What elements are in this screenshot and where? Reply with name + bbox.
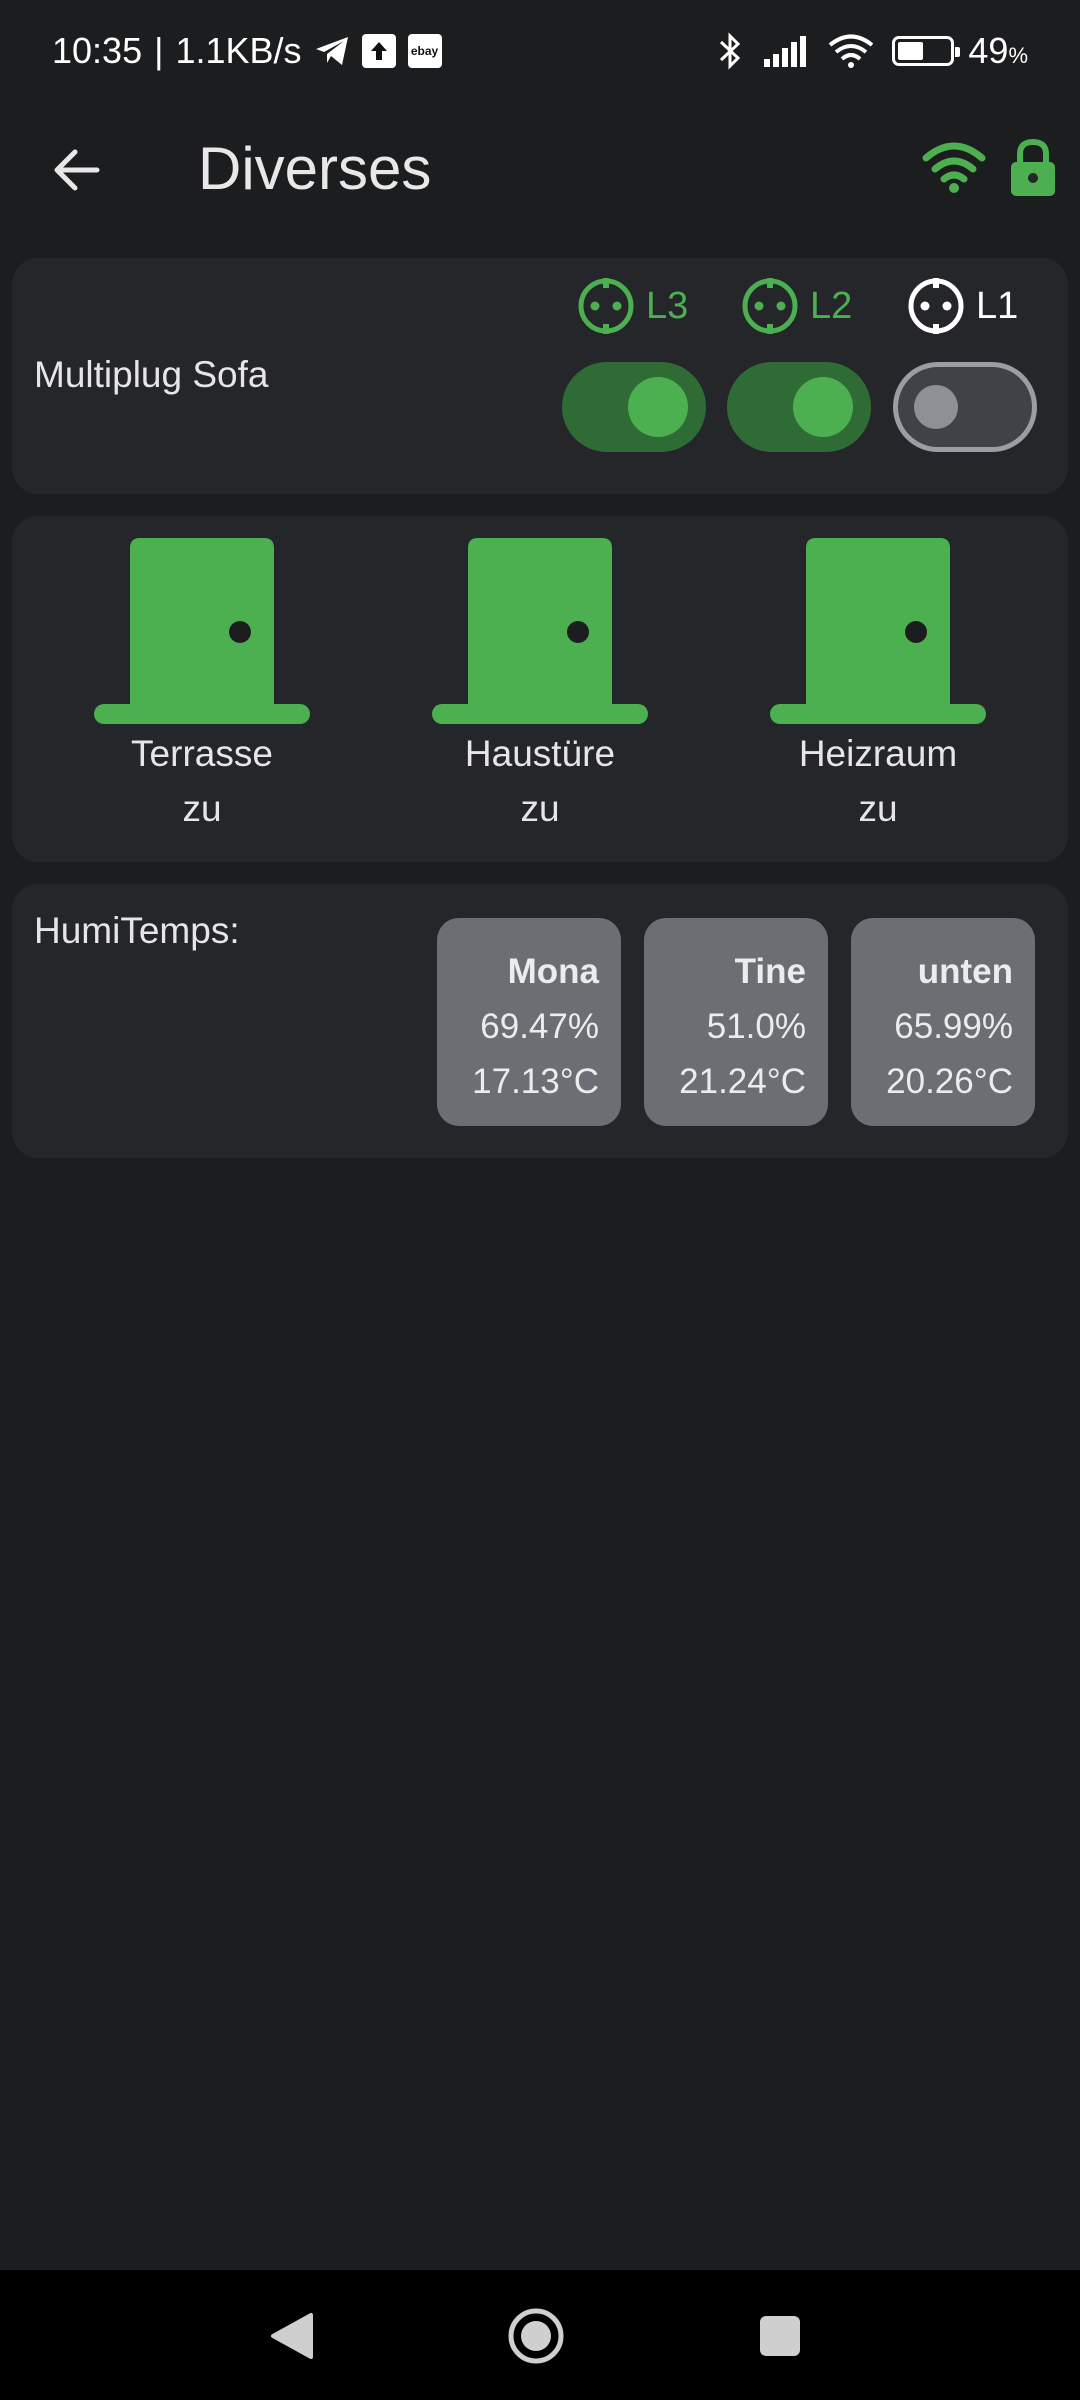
page-title: Diverses — [198, 135, 432, 202]
connection-wifi-icon — [922, 142, 986, 199]
ebay-icon: ebay — [407, 34, 442, 68]
doors-card: Terrasse zu Haustüre zu Heizraum zu — [12, 516, 1068, 862]
triangle-back-icon — [271, 2313, 313, 2359]
door-name: Haustüre — [464, 733, 616, 774]
sensor-name: Tine — [734, 952, 806, 991]
toggle-knob — [628, 377, 688, 437]
toggle-knob — [793, 377, 853, 437]
door-status: zu — [182, 788, 222, 829]
toggle-l1[interactable] — [893, 362, 1037, 452]
humitemps-label: HumiTemps: — [34, 910, 240, 951]
square-recents-icon — [760, 2316, 800, 2356]
socket-icon — [578, 278, 634, 334]
toggle-knob — [914, 385, 958, 429]
status-time: 10:35 — [52, 30, 143, 71]
humitemps-card: HumiTemps: Mona 69.47% 17.13°C Tine 51.0… — [12, 884, 1068, 1158]
plug-label: L2 — [810, 284, 853, 327]
status-separator: | — [154, 30, 164, 71]
signal-icon — [762, 35, 810, 67]
door-heizraum-icon[interactable] — [768, 534, 988, 754]
sensor-humidity: 69.47% — [480, 1007, 599, 1046]
toggle-l2[interactable] — [727, 362, 871, 452]
sensor-temperature: 20.26°C — [886, 1062, 1013, 1101]
toggle-l3[interactable] — [562, 362, 706, 452]
sensor-temperature: 17.13°C — [472, 1062, 599, 1101]
sensor-temperature: 21.24°C — [679, 1062, 806, 1101]
plug-label: L3 — [646, 284, 689, 327]
sensor-humidity: 65.99% — [894, 1007, 1013, 1046]
door-status: zu — [858, 788, 898, 829]
door-name: Terrasse — [131, 733, 273, 774]
battery-level — [898, 42, 924, 60]
door-status: zu — [520, 788, 560, 829]
telegram-icon — [314, 35, 350, 67]
plug-l2: L2 — [740, 276, 852, 336]
status-bar-left: 10:35 | 1.1KB/s ebay — [52, 30, 442, 72]
multiplug-label: Multiplug Sofa — [34, 354, 269, 395]
status-bar-right: 49% — [716, 30, 1028, 72]
socket-icon — [742, 278, 798, 334]
door-haustuere-caption: Haustüre zu — [410, 726, 670, 836]
battery-percent: 49 — [968, 30, 1009, 71]
nav-home-button[interactable] — [506, 2306, 566, 2366]
status-bar: 10:35 | 1.1KB/s ebay — [0, 0, 1080, 116]
bluetooth-icon — [716, 32, 744, 70]
battery-icon — [892, 36, 961, 66]
socket-icon — [908, 278, 964, 334]
arrow-left-icon — [54, 149, 100, 191]
battery-unit: % — [1008, 43, 1028, 68]
sensor-name: unten — [917, 952, 1013, 991]
door-terrasse-caption: Terrasse zu — [72, 726, 332, 836]
upload-icon — [361, 34, 396, 68]
door-terrasse-icon[interactable] — [92, 534, 312, 754]
plug-l3: L3 — [576, 276, 688, 336]
sensor-tile-unten[interactable]: unten 65.99% 20.26°C — [851, 918, 1035, 1126]
sensor-tile-mona[interactable]: Mona 69.47% 17.13°C — [437, 918, 621, 1126]
plug-label: L1 — [976, 284, 1019, 327]
door-haustuere-icon[interactable] — [430, 534, 650, 754]
door-name: Heizraum — [798, 733, 958, 774]
nav-back-button[interactable] — [262, 2306, 322, 2366]
home-circle-icon — [508, 2308, 564, 2364]
nav-recents-button[interactable] — [750, 2306, 810, 2366]
app-bar: Diverses — [0, 116, 1080, 220]
sensor-humidity: 51.0% — [706, 1007, 806, 1046]
status-network-speed: 1.1KB/s — [175, 30, 302, 71]
back-button[interactable] — [44, 138, 108, 202]
door-heizraum-caption: Heizraum zu — [748, 726, 1008, 836]
system-nav-bar — [0, 2270, 1080, 2400]
multiplug-card: Multiplug Sofa L3 L2 L1 — [12, 258, 1068, 494]
wifi-icon — [828, 34, 874, 68]
sensor-tile-tine[interactable]: Tine 51.0% 21.24°C — [644, 918, 828, 1126]
plug-l1: L1 — [906, 276, 1018, 336]
sensor-name: Mona — [507, 952, 599, 991]
lock-icon — [1008, 138, 1058, 203]
